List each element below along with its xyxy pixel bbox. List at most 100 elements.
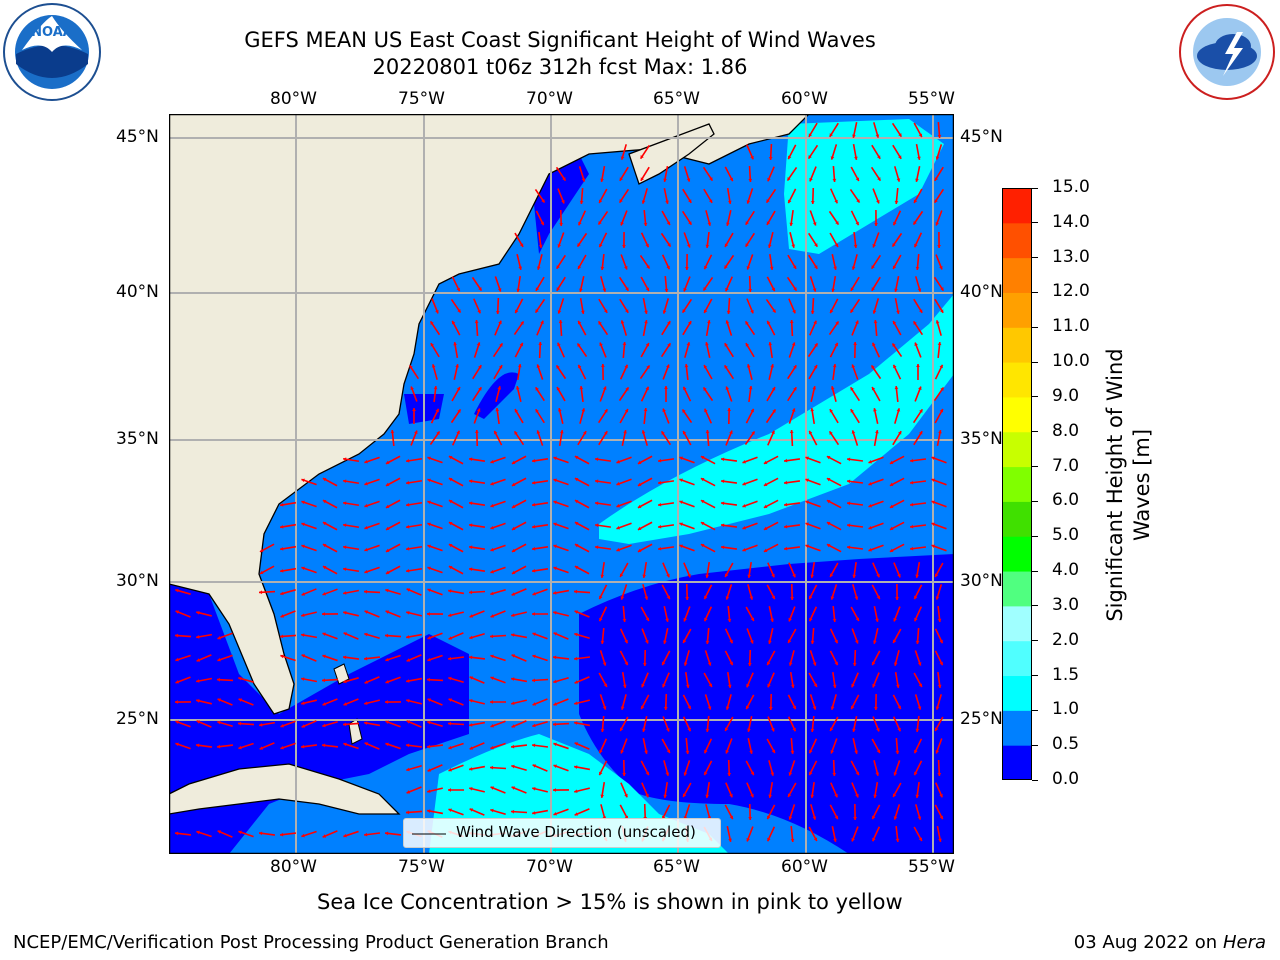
wind-vector-arrow <box>405 677 423 683</box>
wind-vector-arrow <box>871 738 881 754</box>
lon-label-bottom-55w: 55°W <box>908 857 955 877</box>
wind-vector-arrow <box>909 524 927 529</box>
wind-vector-arrow <box>746 628 754 644</box>
wind-vector-arrow <box>619 364 629 380</box>
wind-vector-arrow <box>597 320 609 336</box>
lat-label-right-25n: 25°N <box>960 709 1003 729</box>
wind-vector-arrow <box>531 502 549 507</box>
wind-vector-arrow <box>767 430 775 446</box>
wind-vector-arrow <box>495 386 502 402</box>
wind-vector-arrow <box>531 524 549 529</box>
wind-vector-arrow <box>934 628 944 644</box>
wind-vector-arrow <box>808 738 818 754</box>
wind-vector-arrow <box>532 698 548 706</box>
wind-vector-arrow <box>846 545 864 550</box>
colorbar-label-line2: Waves [m] <box>1130 428 1154 542</box>
wind-vector-arrow <box>573 656 591 661</box>
wind-vector-arrow <box>490 500 506 508</box>
wind-vector-arrow <box>700 521 716 531</box>
wind-vector-arrow <box>511 521 527 531</box>
colorbar-tick-mark <box>1032 640 1038 642</box>
lat-label-left-25n: 25°N <box>116 709 159 729</box>
wind-vector-arrow <box>431 364 438 380</box>
lon-label-top-75w: 75°W <box>398 89 445 109</box>
wind-vector-arrow <box>893 760 901 776</box>
wind-vector-arrow <box>642 319 648 337</box>
chart-title: GEFS MEAN US East Coast Significant Heig… <box>244 28 876 52</box>
lat-label-left-30n: 30°N <box>116 571 159 591</box>
wind-vector-arrow <box>829 628 839 644</box>
wind-vector-arrow <box>364 742 380 750</box>
wind-vector-arrow <box>663 693 668 711</box>
wind-vector-arrow <box>552 655 570 660</box>
colorbar-tick-label: 4.0 <box>1052 560 1080 581</box>
wind-vector-arrow <box>909 502 927 507</box>
wind-vector-arrow <box>661 650 671 666</box>
wind-vector-arrow <box>870 166 882 182</box>
wind-vector-arrow <box>217 654 233 662</box>
wind-vector-arrow <box>555 364 567 380</box>
wind-vector-arrow <box>531 743 549 748</box>
wind-vector-arrow <box>385 543 401 553</box>
wind-vector-arrow <box>531 546 549 551</box>
wind-vector-arrow <box>601 363 605 381</box>
wind-vector-arrow <box>640 342 650 358</box>
wind-vector-arrow <box>937 671 942 689</box>
wind-vector-arrow <box>766 210 776 226</box>
colorbar-tick-mark <box>1032 605 1038 607</box>
colorbar-tick-mark <box>1032 535 1038 537</box>
colorbar-segment <box>1002 536 1032 572</box>
wind-vector-arrow <box>579 276 585 292</box>
wind-vector-arrow <box>616 544 632 552</box>
wind-vector-arrow <box>808 606 818 622</box>
wind-vector-arrow <box>789 209 794 227</box>
wind-vector-arrow <box>594 545 612 550</box>
wind-vector-arrow <box>850 694 860 710</box>
wind-vector-arrow <box>364 500 380 508</box>
wind-vector-arrow <box>405 743 423 748</box>
wind-vector-arrow <box>826 477 842 487</box>
wind-vector-arrow <box>385 654 401 662</box>
wind-vector-arrow <box>556 386 566 402</box>
wind-vector-arrow <box>363 656 381 661</box>
wind-vector-arrow <box>364 632 380 640</box>
wind-vector-arrow <box>870 254 882 270</box>
colorbar-tick-label: 5.0 <box>1052 525 1080 546</box>
wind-vector-arrow <box>745 606 755 622</box>
wind-vector-arrow <box>301 478 317 486</box>
wind-vector-arrow <box>174 831 192 836</box>
colorbar <box>1002 188 1032 780</box>
wind-vector-arrow <box>490 654 506 662</box>
wind-vector-arrow <box>511 477 527 487</box>
wind-vector-arrow <box>599 342 607 358</box>
wind-vector-arrow <box>555 254 567 270</box>
wind-vector-arrow <box>936 825 942 843</box>
wind-vector-arrow <box>531 458 549 463</box>
wind-vector-arrow <box>702 276 714 292</box>
wind-vector-arrow <box>196 699 212 705</box>
wind-vector-arrow <box>472 364 482 380</box>
wind-vector-arrow <box>517 363 522 381</box>
wind-vector-arrow <box>703 606 713 622</box>
wind-vector-arrow <box>427 764 443 772</box>
wind-vector-arrow <box>410 430 418 446</box>
wind-vector-arrow <box>217 830 233 838</box>
wind-vector-arrow <box>746 144 754 160</box>
colorbar-tick-mark <box>1032 326 1038 328</box>
wind-vector-arrow <box>703 672 713 688</box>
wind-vector-arrow <box>450 408 462 424</box>
wind-vector-arrow <box>912 320 924 336</box>
wind-vector-arrow <box>871 276 881 292</box>
wind-vector-arrow <box>725 276 733 292</box>
wind-vector-arrow <box>725 430 733 446</box>
wind-vector-arrow <box>258 831 276 836</box>
wind-vector-arrow <box>868 456 884 464</box>
wind-vector-arrow <box>621 671 627 689</box>
wind-vector-arrow <box>559 209 564 227</box>
wind-vector-arrow <box>427 500 443 508</box>
wind-vector-arrow <box>889 477 905 487</box>
wind-vector-arrow <box>913 606 923 622</box>
wind-vector-arrow <box>720 479 738 484</box>
wind-vector-arrow <box>364 566 380 574</box>
wind-vector-arrow <box>175 676 191 684</box>
